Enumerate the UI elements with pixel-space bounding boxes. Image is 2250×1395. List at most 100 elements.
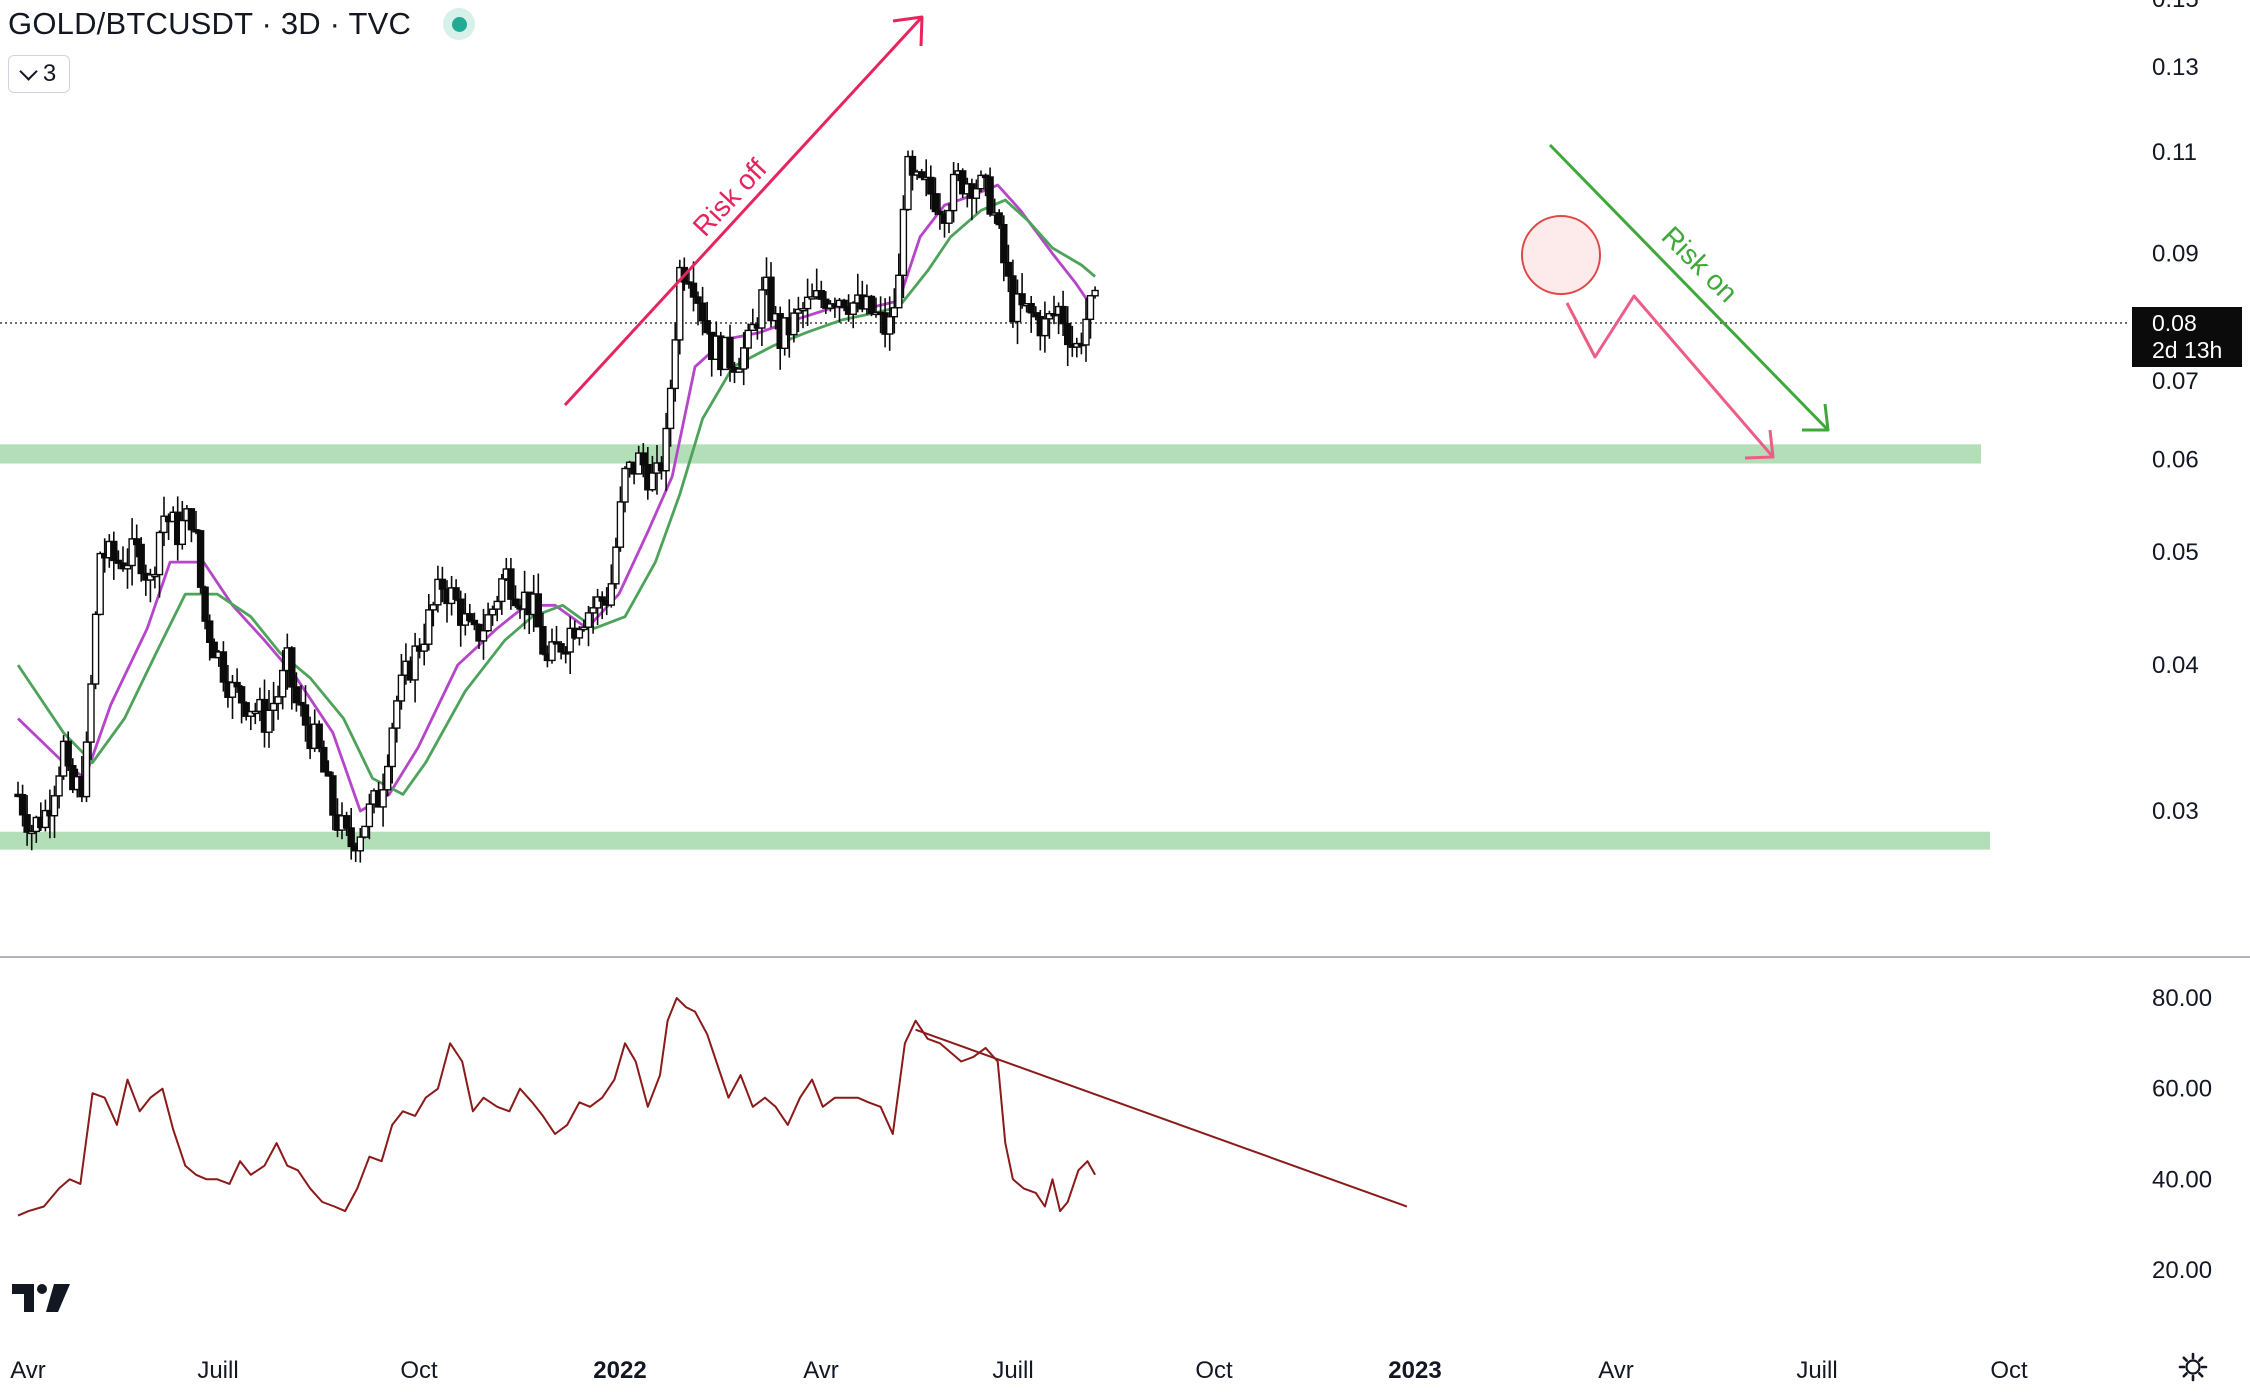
candle-body[interactable] xyxy=(365,803,374,828)
candle-body[interactable] xyxy=(740,347,748,370)
candle-body[interactable] xyxy=(936,210,944,215)
candle-body[interactable] xyxy=(886,316,894,335)
candle-body[interactable] xyxy=(91,613,100,685)
candle-body[interactable] xyxy=(64,740,72,767)
candle-body[interactable] xyxy=(233,681,241,688)
candle-body[interactable] xyxy=(758,289,766,329)
candle-body[interactable] xyxy=(18,794,27,816)
symbol-title[interactable]: GOLD/BTCUSDT · 3D · TVC xyxy=(8,6,412,41)
candle-body[interactable] xyxy=(995,212,1003,226)
projection-path[interactable] xyxy=(1565,294,1775,458)
candle-body[interactable] xyxy=(301,704,310,726)
candle-body[interactable] xyxy=(96,552,104,616)
candle-body[interactable] xyxy=(160,515,168,534)
tradingview-logo-icon[interactable] xyxy=(12,1282,74,1314)
candle-body[interactable] xyxy=(621,467,629,503)
candle-body[interactable] xyxy=(639,452,647,466)
candle-body[interactable] xyxy=(361,825,369,838)
candle-body[interactable] xyxy=(393,700,401,729)
candle-body[interactable] xyxy=(648,472,657,491)
candle-body[interactable] xyxy=(187,508,196,531)
rsi-line[interactable] xyxy=(17,997,1096,1217)
candle-body[interactable] xyxy=(210,641,218,659)
candle-body[interactable] xyxy=(566,627,574,653)
candle-body[interactable] xyxy=(1018,293,1026,306)
candle-body[interactable] xyxy=(580,626,588,631)
candle-body[interactable] xyxy=(498,578,506,603)
candle-body[interactable] xyxy=(507,568,515,600)
candle-body[interactable] xyxy=(744,329,752,349)
candle-body[interactable] xyxy=(799,308,807,312)
candle-body[interactable] xyxy=(908,155,917,176)
candle-body[interactable] xyxy=(1063,322,1072,346)
candle-body[interactable] xyxy=(959,170,967,195)
risk-on-arrow[interactable] xyxy=(1548,143,1830,432)
candle-body[interactable] xyxy=(493,600,501,610)
candle-body[interactable] xyxy=(548,641,556,662)
candle-body[interactable] xyxy=(1091,289,1099,297)
candle-body[interactable] xyxy=(1032,312,1040,318)
candle-body[interactable] xyxy=(242,702,250,717)
candle-body[interactable] xyxy=(895,274,903,309)
candle-body[interactable] xyxy=(425,609,433,645)
candle-body[interactable] xyxy=(457,598,465,626)
candle-body[interactable] xyxy=(1013,293,1022,323)
candle-body[interactable] xyxy=(840,299,848,309)
candle-body[interactable] xyxy=(41,809,50,829)
candle-body[interactable] xyxy=(808,296,816,300)
time-axis[interactable]: Avr Juill Oct 2022 Avr Juill Oct 2023 Avr Juill Oc… xyxy=(10,1357,2028,1384)
candle-body[interactable] xyxy=(82,741,91,798)
candle-body[interactable] xyxy=(552,641,561,645)
candle-body[interactable] xyxy=(817,290,825,300)
candle-body[interactable] xyxy=(1041,318,1049,337)
candle-body[interactable] xyxy=(452,587,460,600)
candle-body[interactable] xyxy=(347,827,355,848)
candle-body[interactable] xyxy=(918,171,926,179)
candle-body[interactable] xyxy=(511,598,520,607)
candle-body[interactable] xyxy=(342,815,351,829)
candle-body[interactable] xyxy=(539,626,547,655)
candle-body[interactable] xyxy=(132,538,141,546)
candle-body[interactable] xyxy=(1086,295,1095,321)
candle-body[interactable] xyxy=(977,174,985,190)
candle-body[interactable] xyxy=(228,681,237,698)
candle-body[interactable] xyxy=(593,596,602,609)
candle-body[interactable] xyxy=(269,702,278,712)
candle-body[interactable] xyxy=(151,573,159,578)
candle-body[interactable] xyxy=(205,620,214,643)
candle-body[interactable] xyxy=(849,302,857,316)
candle-body[interactable] xyxy=(904,155,912,211)
candle-body[interactable] xyxy=(110,540,118,562)
ma-fast-line[interactable] xyxy=(17,183,1094,813)
candle-body[interactable] xyxy=(671,339,679,390)
candle-body[interactable] xyxy=(201,586,209,622)
candle-body[interactable] xyxy=(1027,303,1035,314)
candle-body[interactable] xyxy=(1059,305,1067,325)
candle-body[interactable] xyxy=(274,696,282,705)
candle-body[interactable] xyxy=(607,583,615,606)
candle-body[interactable] xyxy=(1000,223,1008,264)
candle-body[interactable] xyxy=(662,427,670,472)
candle-body[interactable] xyxy=(931,193,940,213)
candle-body[interactable] xyxy=(411,645,419,681)
candle-body[interactable] xyxy=(890,307,898,318)
candle-body[interactable] xyxy=(616,501,625,548)
candle-body[interactable] xyxy=(50,795,59,817)
candle-body[interactable] xyxy=(146,574,155,581)
candle-body[interactable] xyxy=(676,266,684,341)
rsi-trendline[interactable] xyxy=(915,1028,1408,1208)
candle-body[interactable] xyxy=(972,187,981,199)
candle-body[interactable] xyxy=(598,596,606,602)
candle-body[interactable] xyxy=(698,302,707,322)
candle-body[interactable] xyxy=(178,519,187,545)
candle-body[interactable] xyxy=(1082,318,1090,346)
candle-body[interactable] xyxy=(237,686,246,704)
candle-body[interactable] xyxy=(324,771,332,777)
candle-body[interactable] xyxy=(265,709,273,733)
ma-slow-line[interactable] xyxy=(16,198,1097,796)
candle-body[interactable] xyxy=(429,604,437,611)
candle-body[interactable] xyxy=(87,683,95,743)
candle-body[interactable] xyxy=(899,208,908,277)
price-axis[interactable]: 0.15 0.13 0.11 0.09 0.07 0.06 0.05 0.04 0.03 80.0… xyxy=(2152,0,2212,1284)
candle-body[interactable] xyxy=(694,296,702,304)
